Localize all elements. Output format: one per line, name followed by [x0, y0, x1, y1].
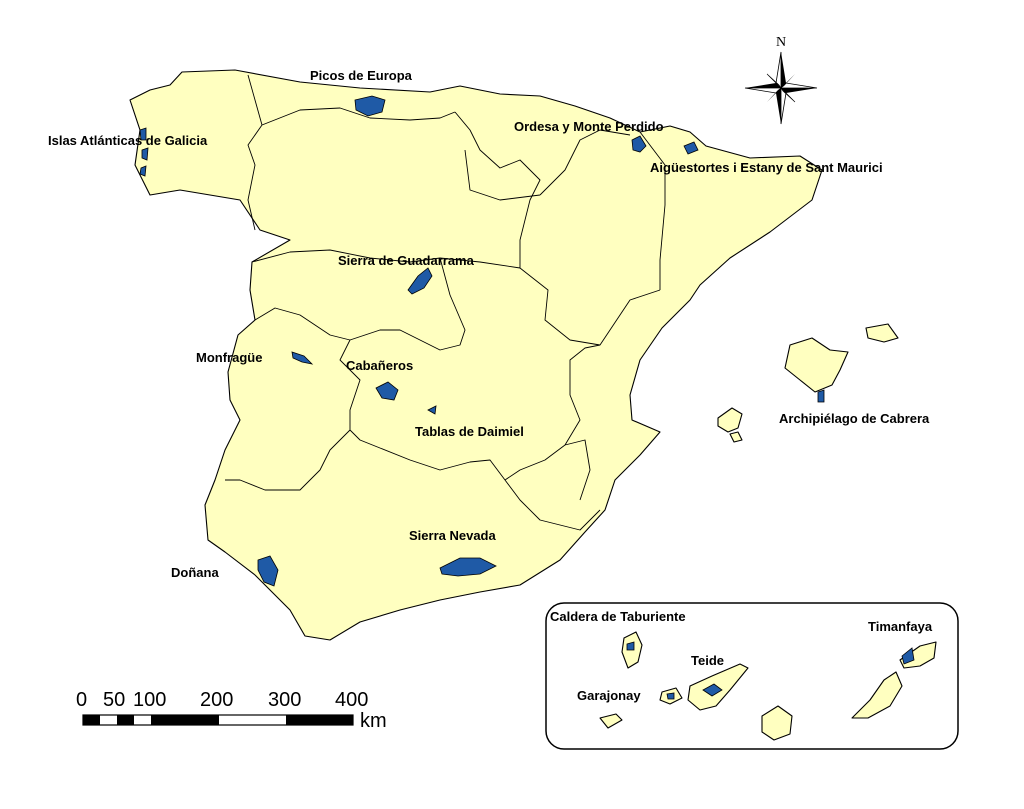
scale-tick-50: 50: [103, 689, 125, 711]
scale-tick-100: 100: [133, 689, 166, 711]
label-islas: Islas Atlánticas de Galicia: [48, 133, 208, 148]
mainland-spain: [129, 69, 823, 641]
park-timanfaya: [901, 647, 915, 665]
park-nevada: [439, 557, 497, 577]
park-aigues: [683, 141, 699, 155]
label-nevada: Sierra Nevada: [409, 528, 496, 543]
compass-rose-icon: [744, 51, 818, 125]
scale-unit: km: [360, 710, 387, 732]
park-islas: [139, 127, 149, 177]
park-picos: [354, 95, 386, 117]
scale-tick-200: 200: [200, 689, 233, 711]
park-ordesa: [631, 135, 647, 153]
park-cabrera: [817, 389, 825, 403]
park-guadarrama: [407, 267, 433, 295]
scale-tick-300: 300: [268, 689, 301, 711]
label-daimiel: Tablas de Daimiel: [415, 424, 524, 439]
menorca: [865, 323, 899, 343]
compass-north-label: N: [776, 35, 786, 50]
label-picos: Picos de Europa: [310, 68, 413, 83]
canary-inset-frame: [545, 602, 959, 750]
fuerteventura: [851, 671, 903, 719]
park-teide: [702, 683, 723, 697]
park-donana: [257, 555, 279, 587]
label-cabrera: Archipiélago de Cabrera: [779, 411, 930, 426]
label-garajonay: Garajonay: [577, 688, 641, 703]
park-garajonay: [666, 692, 675, 700]
park-cabaneros: [375, 381, 399, 401]
scale-bar: [82, 714, 354, 726]
label-guadarrama: Sierra de Guadarrama: [338, 253, 475, 268]
scale-tick-400: 400: [335, 689, 368, 711]
label-timanfaya: Timanfaya: [868, 619, 933, 634]
label-cabaneros: Cabañeros: [346, 358, 413, 373]
scale-tick-0: 0: [76, 689, 87, 711]
park-taburiente: [626, 641, 635, 651]
label-monfrague: Monfragüe: [196, 350, 262, 365]
park-daimiel: [427, 405, 437, 415]
park-monfrague: [291, 351, 314, 365]
gran-canaria: [761, 705, 793, 741]
el-hierro: [599, 713, 623, 729]
label-ordesa: Ordesa y Monte Perdido: [514, 119, 664, 134]
mallorca: [784, 337, 849, 393]
ibiza: [717, 407, 743, 433]
label-taburiente: Caldera de Taburiente: [550, 609, 686, 624]
formentera: [729, 431, 743, 443]
region-borders: [225, 74, 666, 531]
label-donana: Doñana: [171, 565, 219, 580]
label-aigues: Aigüestortes i Estany de Sant Maurici: [650, 160, 883, 175]
label-teide: Teide: [691, 653, 724, 668]
